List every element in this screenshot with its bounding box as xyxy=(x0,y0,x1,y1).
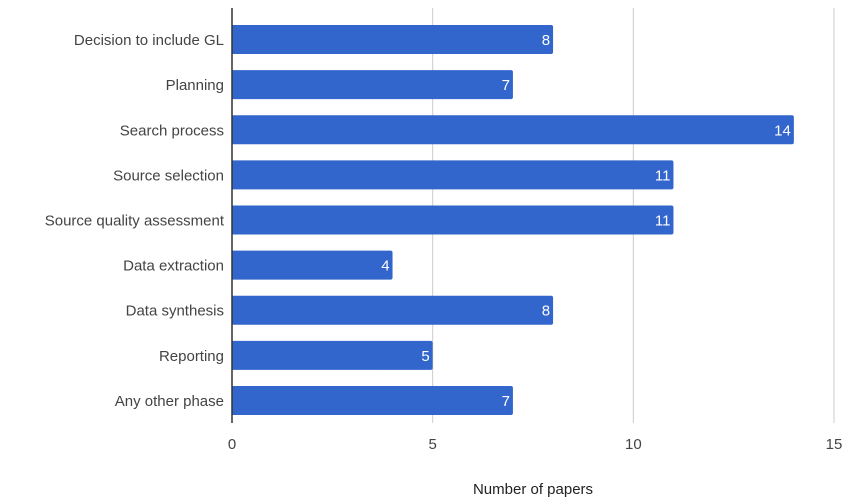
category-label: Planning xyxy=(166,77,224,94)
data-label: 11 xyxy=(655,213,671,230)
data-label: 7 xyxy=(502,393,510,410)
bar xyxy=(232,295,554,325)
category-label: Decision to include GL xyxy=(74,32,224,49)
category-label: Search process xyxy=(120,122,224,139)
x-tick-label: 0 xyxy=(228,436,236,453)
labels: 0 5 10 15 8 Decision to include GL 7 Planning 14… xyxy=(45,32,843,453)
bar xyxy=(232,25,554,55)
category-label: Data extraction xyxy=(123,258,224,275)
bar xyxy=(232,160,674,190)
x-tick-label: 15 xyxy=(826,436,843,453)
data-label: 7 xyxy=(502,77,510,94)
bar xyxy=(232,340,433,370)
x-tick-label: 10 xyxy=(625,436,642,453)
bar xyxy=(232,205,674,235)
category-label: Data synthesis xyxy=(126,303,224,320)
x-tick-label: 5 xyxy=(428,436,436,453)
data-label: 14 xyxy=(774,122,791,139)
bars xyxy=(232,25,794,415)
bar xyxy=(232,385,513,415)
data-label: 8 xyxy=(542,303,550,320)
data-label: 8 xyxy=(542,32,550,49)
data-label: 5 xyxy=(421,348,429,365)
bar xyxy=(232,70,513,100)
category-label: Reporting xyxy=(159,348,224,365)
x-axis-title: Number of papers xyxy=(473,481,593,498)
data-label: 11 xyxy=(655,167,671,184)
bar xyxy=(232,115,794,145)
bar xyxy=(232,250,393,280)
data-label: 4 xyxy=(381,258,389,275)
category-label: Source quality assessment xyxy=(45,213,225,230)
category-label: Any other phase xyxy=(115,393,224,410)
category-label: Source selection xyxy=(113,167,224,184)
